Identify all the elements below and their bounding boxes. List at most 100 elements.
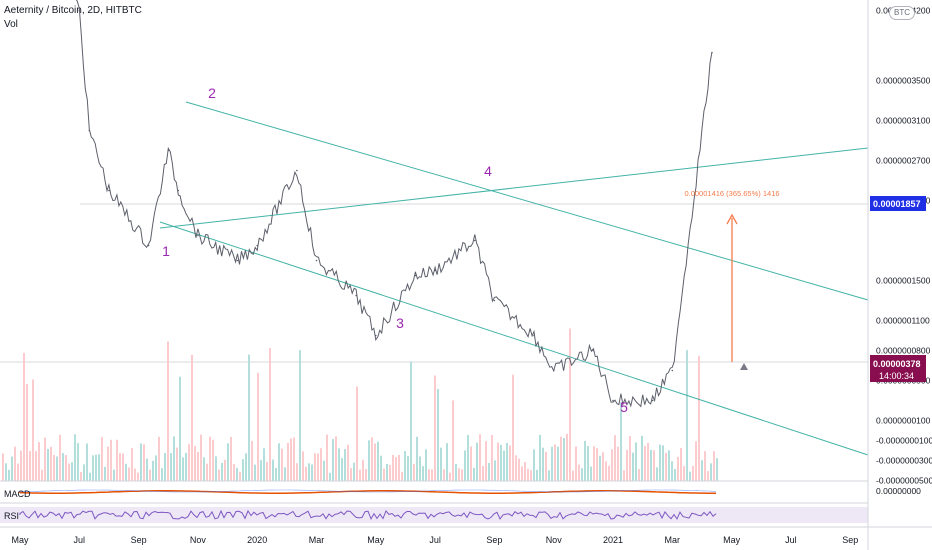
current-price-label: 0.00000378 <box>873 359 921 369</box>
volume-bar <box>551 446 553 481</box>
countdown-label: 14:00:34 <box>879 371 914 381</box>
volume-bar <box>593 446 595 481</box>
volume-bar <box>161 468 163 481</box>
target-price-label: 0.00001857 <box>873 199 921 209</box>
volume-bar <box>494 460 496 481</box>
volume-bar <box>113 469 115 481</box>
wave-label-5: 5 <box>620 399 628 415</box>
triangle-marker <box>740 363 748 370</box>
volume-bar <box>332 439 334 481</box>
volume-bar <box>2 453 4 481</box>
volume-bar <box>131 448 133 481</box>
volume-bar <box>236 467 238 481</box>
volume-bar <box>32 379 34 481</box>
currency-badge[interactable]: BTC <box>889 6 915 20</box>
volume-bar <box>254 464 256 481</box>
volume-bar <box>422 466 424 481</box>
volume-bar <box>209 436 211 481</box>
volume-bar <box>377 441 379 481</box>
volume-bar <box>587 445 589 481</box>
upper-channel-line <box>185 101 869 301</box>
volume-bar <box>71 462 73 481</box>
volume-bar <box>143 444 145 481</box>
price-point <box>651 399 654 402</box>
volume-bar <box>446 443 448 481</box>
volume-bar <box>23 352 25 481</box>
volume-bar <box>557 446 559 481</box>
volume-bar <box>497 442 499 481</box>
volume-bar <box>38 442 40 481</box>
price-tick-label: 0.0000002700 <box>876 156 931 166</box>
wave-label-4: 4 <box>484 163 492 179</box>
volume-bar <box>59 434 61 481</box>
volume-bar <box>122 453 124 481</box>
price-point <box>414 274 417 277</box>
volume-bar <box>380 455 382 481</box>
volume-bar <box>614 435 616 481</box>
time-tick-label: May <box>367 535 385 545</box>
volume-bar <box>29 450 31 481</box>
volume-bar <box>344 449 346 481</box>
volume-bar <box>410 361 412 481</box>
volume-bar <box>305 466 307 481</box>
price-point <box>177 189 180 192</box>
time-tick-label: May <box>11 535 29 545</box>
volume-bar <box>536 469 538 481</box>
volume-bar <box>125 463 127 481</box>
price-series <box>75 0 713 408</box>
volume-bar <box>182 457 184 481</box>
volume-bar <box>527 468 529 481</box>
volume-bar <box>233 464 235 481</box>
volume-bar <box>611 449 613 481</box>
price-point <box>592 349 595 352</box>
volume-bar <box>227 443 229 481</box>
volume-bar <box>440 447 442 481</box>
volume-bar <box>245 453 247 481</box>
volume-bar <box>347 444 349 481</box>
price-tick-label: -0.0000000300 <box>876 456 932 466</box>
volume-bar <box>191 354 193 481</box>
volume-bar <box>470 446 472 481</box>
volume-bar <box>644 445 646 481</box>
volume-bar <box>329 472 331 481</box>
volume-bar <box>620 402 622 481</box>
time-tick-label: 2020 <box>247 535 267 545</box>
volume-bar <box>584 440 586 481</box>
volume-bar <box>485 441 487 481</box>
volume-bar <box>284 467 286 481</box>
volume-bar <box>215 456 217 481</box>
current-price-badge <box>870 355 926 382</box>
volume-bar <box>50 446 52 481</box>
volume-bar <box>566 433 568 481</box>
price-point <box>533 334 535 337</box>
indicator-panes <box>0 489 868 523</box>
volume-bar <box>326 434 328 481</box>
volume-bar <box>599 455 601 481</box>
price-tick-label: -0.0000000500 <box>876 476 932 486</box>
volume-bar <box>341 458 343 481</box>
time-tick-label: Jul <box>74 535 86 545</box>
price-tick-label: -0.0000000100 <box>876 436 932 446</box>
volume-bar <box>581 468 583 481</box>
price-tick-label: 0.0000000100 <box>876 416 931 426</box>
volume-bar <box>251 440 253 481</box>
volume-bar <box>314 453 316 481</box>
volume-bar <box>89 472 91 481</box>
time-tick-label: Sep <box>131 535 147 545</box>
volume-bar <box>53 454 55 481</box>
price-point <box>78 9 81 12</box>
volume-bar <box>134 468 136 481</box>
volume-bar <box>239 471 241 481</box>
lower-channel-line <box>159 221 869 456</box>
volume-bar <box>302 451 304 481</box>
volume-bar <box>698 355 700 481</box>
volume-bar <box>320 448 322 481</box>
volume-bar <box>128 467 130 481</box>
volume-bar <box>695 441 697 481</box>
volume-bar <box>359 469 361 481</box>
volume-bar <box>173 436 175 481</box>
volume-bar <box>404 451 406 481</box>
volume-bar <box>95 454 97 481</box>
